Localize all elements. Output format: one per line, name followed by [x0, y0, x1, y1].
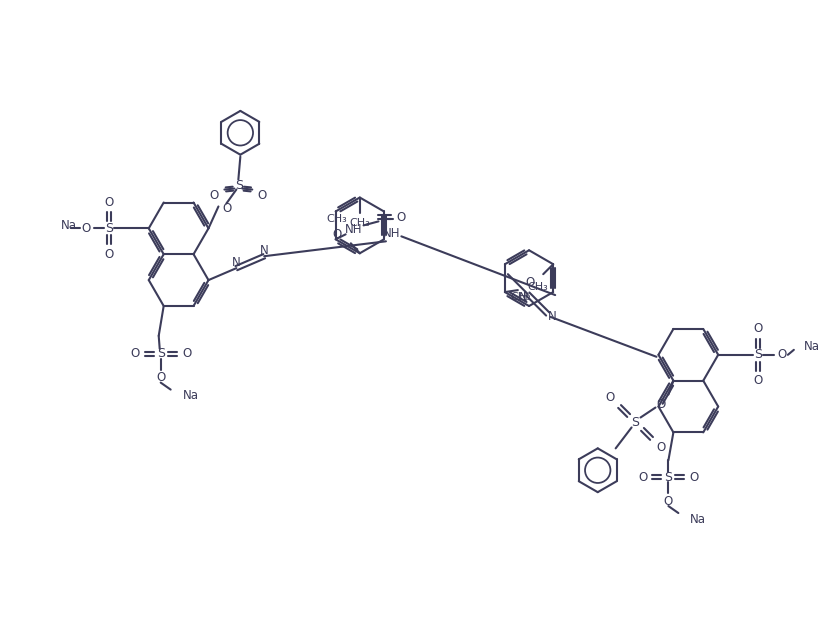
- Text: Na: Na: [183, 389, 198, 402]
- Text: O: O: [81, 222, 91, 235]
- Text: O: O: [182, 347, 191, 360]
- Text: NH: NH: [345, 223, 362, 236]
- Text: S: S: [156, 347, 165, 360]
- Text: NH: NH: [383, 227, 400, 240]
- Text: O: O: [777, 348, 787, 361]
- Text: S: S: [235, 179, 244, 192]
- Text: O: O: [222, 202, 231, 215]
- Text: N: N: [260, 243, 268, 256]
- Text: S: S: [105, 222, 113, 235]
- Text: O: O: [664, 494, 673, 507]
- Text: O: O: [753, 322, 763, 335]
- Text: O: O: [397, 211, 406, 224]
- Text: Na: Na: [804, 340, 820, 353]
- Text: Na: Na: [690, 512, 706, 525]
- Text: N: N: [232, 256, 241, 269]
- Text: O: O: [526, 276, 535, 289]
- Text: O: O: [130, 347, 139, 360]
- Text: O: O: [753, 374, 763, 387]
- Text: O: O: [690, 471, 699, 484]
- Text: O: O: [657, 441, 666, 454]
- Text: O: O: [105, 248, 114, 261]
- Text: N: N: [548, 310, 557, 324]
- Text: S: S: [664, 471, 672, 484]
- Text: O: O: [210, 189, 219, 202]
- Text: O: O: [156, 371, 165, 384]
- Text: O: O: [105, 196, 114, 209]
- Text: CH₃: CH₃: [510, 292, 531, 302]
- Text: O: O: [605, 391, 614, 404]
- Text: O: O: [657, 398, 666, 411]
- Text: Na: Na: [61, 219, 77, 232]
- Text: CH₃: CH₃: [528, 282, 549, 292]
- Text: O: O: [258, 189, 267, 202]
- Text: S: S: [631, 416, 639, 429]
- Text: S: S: [754, 348, 762, 361]
- Text: N: N: [518, 291, 528, 304]
- Text: O: O: [638, 471, 647, 484]
- Text: CH₃: CH₃: [327, 214, 347, 224]
- Text: CH₃: CH₃: [350, 219, 370, 229]
- Text: O: O: [332, 228, 342, 241]
